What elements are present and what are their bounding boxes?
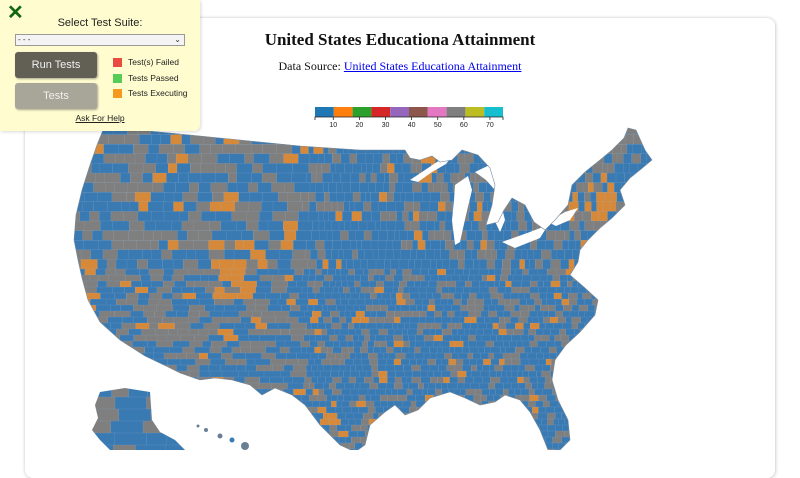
test-suite-select[interactable]: - - - ⌄ bbox=[15, 34, 185, 46]
data-source-label: Data Source: bbox=[278, 59, 341, 73]
svg-text:20: 20 bbox=[355, 122, 363, 129]
tests-button[interactable]: Tests bbox=[15, 83, 97, 109]
ask-for-help-link[interactable]: Ask For Help bbox=[75, 113, 125, 123]
status-failed: Test(s) Failed bbox=[113, 57, 180, 68]
color-legend: 10 20 30 40 50 60 70 bbox=[314, 107, 504, 129]
status-executing-label: Tests Executing bbox=[128, 88, 188, 98]
status-executing: Tests Executing bbox=[113, 88, 188, 99]
svg-text:60: 60 bbox=[460, 122, 468, 129]
svg-text:40: 40 bbox=[408, 122, 416, 129]
run-tests-button[interactable]: Run Tests bbox=[15, 52, 97, 78]
svg-text:70: 70 bbox=[486, 122, 494, 129]
test-suite-select-value: - - - bbox=[18, 35, 31, 44]
select-test-suite-label: Select Test Suite: bbox=[57, 17, 143, 29]
status-passed-label: Tests Passed bbox=[128, 73, 179, 83]
svg-text:50: 50 bbox=[434, 122, 442, 129]
data-source: Data Source: United States Educationa At… bbox=[0, 59, 800, 74]
passed-swatch-icon bbox=[113, 74, 122, 84]
svg-text:30: 30 bbox=[382, 122, 390, 129]
choropleth-map bbox=[73, 127, 653, 450]
close-icon[interactable]: ✕ bbox=[7, 2, 24, 24]
executing-swatch-icon bbox=[113, 89, 122, 99]
svg-text:10: 10 bbox=[329, 122, 337, 129]
hawaii-inset bbox=[196, 424, 249, 450]
test-panel: ✕ Select Test Suite: - - - ⌄ Run Tests T… bbox=[0, 0, 200, 131]
status-passed: Tests Passed bbox=[113, 73, 179, 84]
chevron-down-icon: ⌄ bbox=[174, 35, 181, 44]
chart-title: United States Educationa Attainment bbox=[264, 30, 536, 49]
failed-swatch-icon bbox=[113, 58, 122, 68]
data-source-link[interactable]: United States Educationa Attainment bbox=[343, 59, 522, 73]
great-lakes bbox=[410, 156, 578, 248]
status-failed-label: Test(s) Failed bbox=[128, 57, 180, 67]
